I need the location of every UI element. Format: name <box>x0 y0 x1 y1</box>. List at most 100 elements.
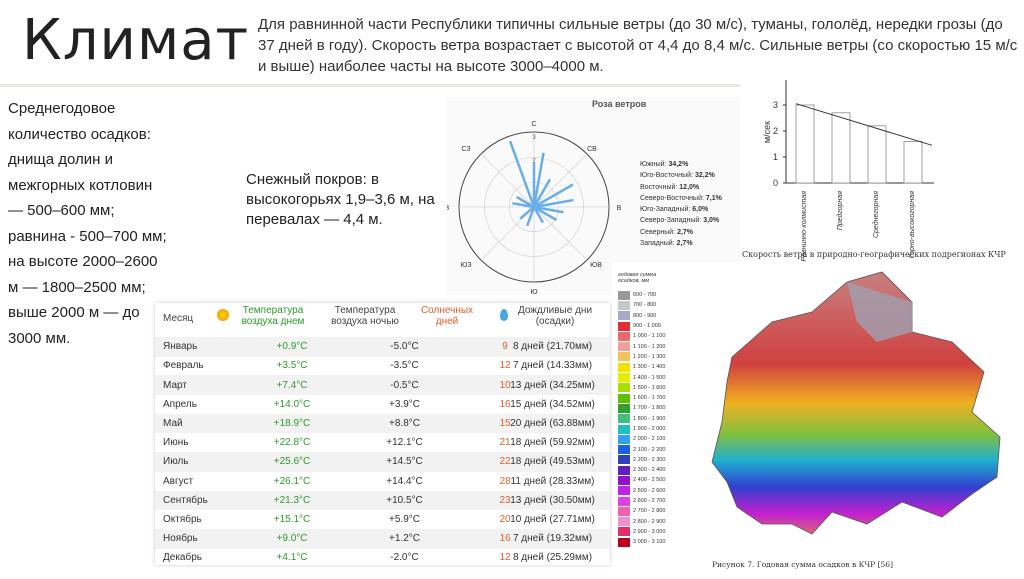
rose-legend-label: Восточный: <box>640 183 680 191</box>
table-cell: 10 дней (27.71мм) <box>510 514 595 526</box>
table-row: Май +18.9°C +8.8°C 15 20 дней (63.88мм) <box>155 413 610 434</box>
map-legend-item: 2 600 - 2 700 <box>618 496 665 506</box>
rose-spoke <box>533 153 588 208</box>
table-row: Сентябрь +21.3°C +10.5°C 23 13 дней (30.50мм… <box>155 490 610 511</box>
map-legend-item: 2 800 - 2 900 <box>618 517 665 527</box>
wind-y-label: м/сек <box>762 121 772 143</box>
table-cell: 9 <box>502 341 508 353</box>
table-cell: 7 дней (14.33мм) <box>512 360 593 372</box>
table-cell: 21 <box>499 437 511 449</box>
wind-rose-chart: ССВВЮВЮЮЗЗСЗ123 <box>447 121 622 295</box>
map-legend-swatch <box>618 311 630 321</box>
map-legend-swatch <box>618 373 630 383</box>
table-row: Январь +0.9°C -5.0°C 9 8 дней (21.70мм) <box>155 337 610 357</box>
table-cell: -2.0°C <box>390 552 419 564</box>
table-cell: 28 <box>499 475 511 487</box>
table-cell: 15 <box>499 418 511 430</box>
rose-legend-label: Юго-Западный: <box>640 206 693 214</box>
rose-bar <box>508 140 536 208</box>
map-legend-item: 2 300 - 2 400 <box>618 465 665 475</box>
rose-direction-label: В <box>617 205 622 212</box>
map-legend-swatch <box>618 465 630 475</box>
map-legend-swatch <box>618 331 630 341</box>
rose-legend-label: Южный: <box>640 161 669 168</box>
map-legend-swatch <box>618 486 630 496</box>
precipitation-map-panel: годовая сумма осадков, мм 600 - 700 700 -… <box>612 262 1024 574</box>
map-legend-item: 1 800 - 1 900 <box>618 414 665 424</box>
map-legend-label: 1 900 - 2 000 <box>633 426 666 432</box>
map-legend-swatch <box>618 496 630 506</box>
table-row: Март +7.4°C -0.5°C 10 13 дней (34.25мм) <box>155 375 610 395</box>
wind-bar <box>867 125 887 184</box>
table-cell: Июль <box>163 456 189 468</box>
map-legend-label: 1 700 - 1 800 <box>633 405 666 412</box>
table-cell: +7.4°C <box>276 379 308 391</box>
wind-y-tick-label: 3 <box>773 100 778 110</box>
map-legend-label: 2 100 - 2 200 <box>633 446 666 453</box>
map-caption: Рисунок 7. Годовая сумма осадков в КЧР [… <box>712 560 893 569</box>
rose-bar <box>532 152 545 208</box>
map-legend-item: 2 500 - 2 600 <box>618 486 665 496</box>
rose-bar <box>533 205 558 222</box>
rose-legend-label: Северный: <box>640 228 678 236</box>
table-header: Месяц Температура воздуха днем Температу… <box>155 303 610 335</box>
map-legend-item: 1 600 - 1 700 <box>618 393 665 403</box>
map-legend-item: 600 - 700 <box>618 290 665 300</box>
rose-spoke <box>533 206 588 261</box>
table-cell: +5.9°C <box>389 514 420 526</box>
table-cell: Декабрь <box>163 552 202 564</box>
rose-legend-value: 2,7% <box>676 240 693 248</box>
wind-bar <box>795 104 815 184</box>
table-cell: +4.1°C <box>276 552 308 564</box>
map-legend-swatch <box>618 434 630 444</box>
table-row: Апрель +14.0°C +3.9°C 16 15 дней (34.52мм) <box>155 395 610 415</box>
table-cell: Апрель <box>163 398 197 410</box>
table-cell: +9.0°C <box>276 533 308 545</box>
table-cell: -0.5°C <box>390 379 419 391</box>
map-legend-item: 1 900 - 2 000 <box>618 424 665 434</box>
map-legend-label: 1 600 - 1 700 <box>633 395 666 402</box>
rose-bar <box>523 204 535 209</box>
map-legend-item: 1 700 - 1 800 <box>618 403 665 413</box>
table-cell: 13 дней (30.50мм) <box>510 494 595 506</box>
rose-bar <box>532 178 552 208</box>
map-legend-item: 1 000 - 1 100 <box>618 331 665 341</box>
rose-bar <box>533 205 564 214</box>
map-legend-item: 2 900 - 3 000 <box>618 527 665 537</box>
wind-chart-caption: Скорость ветра в природно-географических… <box>742 250 1006 259</box>
map-legend-title: годовая сумма осадков, мм <box>618 272 657 284</box>
table-cell: 16 <box>499 398 511 410</box>
map-legend-label: 2 500 - 2 600 <box>633 487 666 494</box>
map-legend-swatch <box>618 290 630 300</box>
header-month: Месяц <box>163 313 194 324</box>
rose-ring-label: 3 <box>532 135 536 141</box>
rose-legend-item: Северный: 2,7% <box>640 227 722 238</box>
wind-speed-chart-panel: 0 1 2 3 м/сек Равнинно-холмистая Предгорная Сре… <box>742 70 1024 268</box>
wind-trend-line <box>795 103 933 146</box>
table-cell: 20 <box>499 514 511 526</box>
table-cell: 12 <box>499 552 511 564</box>
table-row: Июль +25.6°C +14.5°C 22 18 дней (49.53мм) <box>155 452 610 472</box>
table-cell: 15 дней (34.52мм) <box>510 398 595 410</box>
wind-y-tick-label: 1 <box>773 152 778 162</box>
precipitation-text: Среднегодовое количество осадков: днища … <box>8 100 167 347</box>
map-legend-item: 3 000 - 3 100 <box>618 537 665 547</box>
rose-direction-label: ЮВ <box>590 262 602 269</box>
table-cell: +3.5°C <box>276 360 308 372</box>
wind-bar <box>831 112 851 184</box>
map-legend-item: 800 - 900 <box>618 311 665 321</box>
page-title: Климат <box>22 8 250 73</box>
wind-rose-title: Роза ветров <box>592 99 647 109</box>
table-cell: +15.1°C <box>273 514 311 526</box>
map-legend-label: 2 200 - 2 300 <box>633 456 666 463</box>
table-cell: 23 <box>499 494 511 506</box>
table-cell: Март <box>163 379 187 391</box>
table-cell: Сентябрь <box>163 494 208 506</box>
map-legend-swatch <box>618 506 630 516</box>
map-legend-item: 2 000 - 2 100 <box>618 434 665 444</box>
table-row: Август +26.1°C +14.4°C 28 11 дней (28.33мм) <box>155 471 610 491</box>
map-legend-swatch <box>618 403 630 413</box>
table-cell: +22.8°C <box>273 437 311 449</box>
table-cell: +3.9°C <box>389 398 420 410</box>
region-shape <box>711 271 1001 535</box>
